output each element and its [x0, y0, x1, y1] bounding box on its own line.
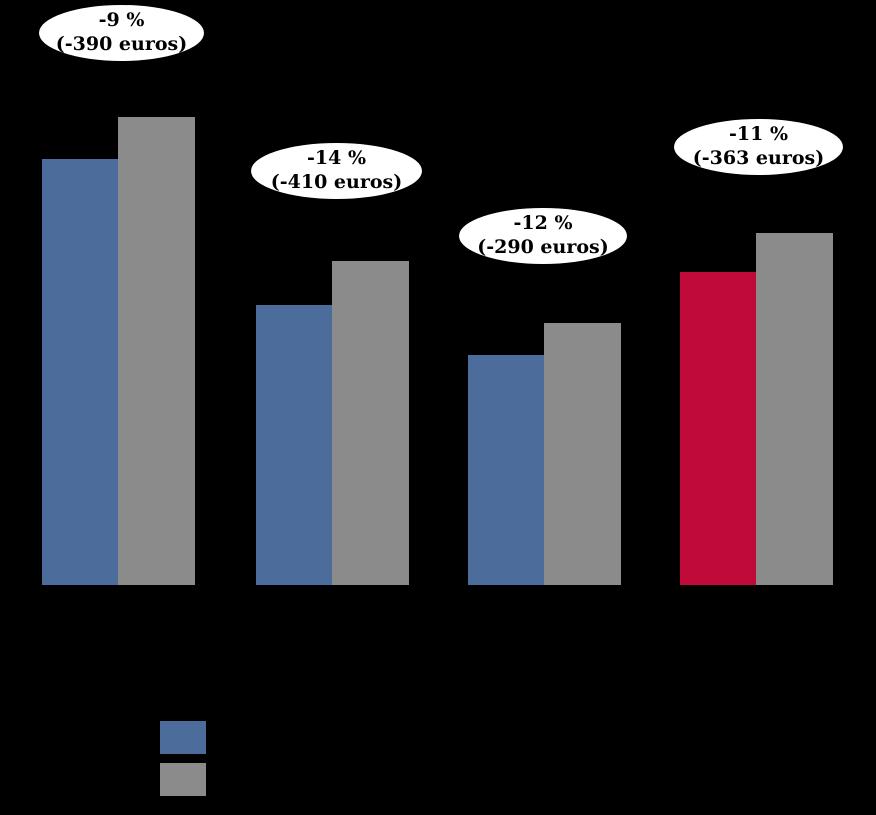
legend-swatch-blue: [160, 721, 206, 754]
callout-group1-percent: -9 %: [98, 9, 145, 32]
callout-group3-euros: (-290 euros): [477, 236, 609, 258]
callout-group2: -14 % (-410 euros): [250, 142, 423, 200]
bar-group1-series1: [42, 159, 118, 585]
bar-group1-series2: [118, 117, 195, 585]
bar-group3-series1: [468, 355, 544, 585]
legend: [160, 721, 360, 805]
bar-group4-series1: [680, 272, 756, 585]
callout-group3: -12 % (-290 euros): [458, 207, 628, 265]
callout-group2-percent: -14 %: [307, 147, 366, 170]
bar-group2-series1: [256, 305, 332, 585]
bar-group3-series2: [544, 323, 621, 585]
callout-group1-euros: (-390 euros): [55, 33, 188, 55]
callout-group4-euros: (-363 euros): [692, 147, 825, 169]
callout-group4-percent: -11 %: [729, 123, 788, 146]
callout-group2-euros: (-410 euros): [270, 171, 403, 193]
bar-group2-series2: [332, 261, 409, 585]
legend-item-2: [160, 763, 360, 796]
callout-group4: -11 % (-363 euros): [673, 118, 844, 176]
bar-group4-series2: [756, 233, 833, 585]
callout-group3-percent: -12 %: [513, 212, 573, 235]
legend-item-1: [160, 721, 360, 754]
legend-swatch-gray: [160, 763, 206, 796]
callout-group1: -9 % (-390 euros): [38, 4, 205, 62]
